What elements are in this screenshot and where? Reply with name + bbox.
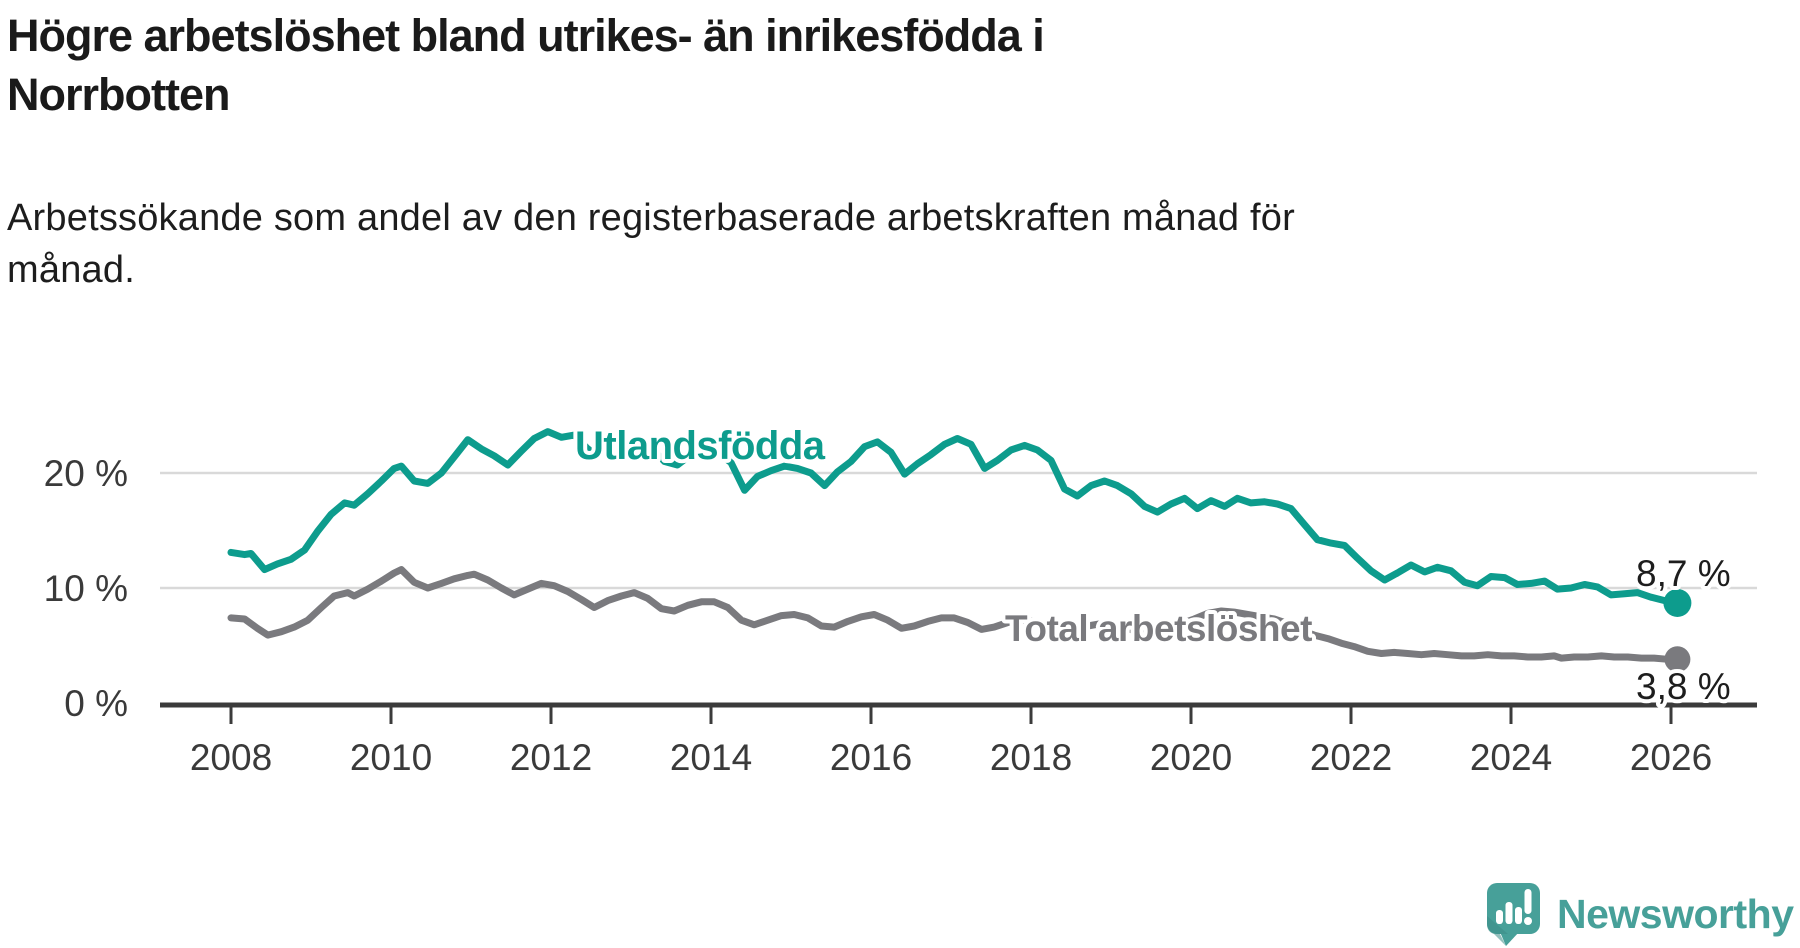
y-axis-label-20: 20 % (44, 453, 128, 494)
series-line-total-arbetsloshet (227, 566, 1681, 663)
chart-title-line-2: Norrbotten (7, 69, 230, 120)
x-axis-label-2018: 2018 (990, 737, 1072, 778)
series-end-dot-utlandsfodda (1663, 588, 1692, 617)
y-axis-label-10: 10 % (44, 568, 128, 609)
chart-subtitle-line-1: Arbetssökande som andel av den registerb… (7, 197, 1295, 239)
x-axis-label-2014: 2014 (670, 737, 752, 778)
newsworthy-branding: Newsworthy (1486, 882, 1794, 946)
chart-subtitle-line-2: månad. (7, 249, 135, 291)
logo-bar-3 (1515, 907, 1522, 924)
end-value-label-total-arbetsloshet: 3,8 % (1636, 666, 1731, 707)
logo-exclamation-dot (1524, 917, 1532, 925)
chart-title-line-1: Högre arbetslöshet bland utrikes- än inr… (7, 10, 1045, 61)
y-axis-label-0: 0 % (64, 683, 128, 724)
x-axis-label-2012: 2012 (510, 737, 592, 778)
end-value-label-utlandsfodda: 8,7 % (1636, 553, 1731, 594)
series-line-utlandsfodda (227, 428, 1681, 607)
newsworthy-logo-icon (1487, 883, 1540, 946)
logo-bubble-shade (1487, 916, 1508, 946)
series-label-total-arbetsloshet: Total arbetslöshet (1005, 608, 1312, 649)
chart-subtitle: Arbetssökande som andel av den registerb… (7, 192, 1507, 296)
chart-title: Högre arbetslöshet bland utrikes- än inr… (7, 6, 1407, 124)
x-axis-label-2010: 2010 (350, 737, 432, 778)
logo-bubble-tail (1500, 932, 1519, 946)
x-axis-label-2022: 2022 (1310, 737, 1392, 778)
series-label-utlandsfodda: Utlandsfödda (575, 424, 826, 468)
x-axis-label-2026: 2026 (1630, 737, 1712, 778)
x-axis-label-2024: 2024 (1470, 737, 1552, 778)
x-axis-label-2008: 2008 (190, 737, 272, 778)
logo-bar-2 (1505, 902, 1513, 924)
x-axis-label-2020: 2020 (1150, 737, 1232, 778)
x-axis-label-2016: 2016 (830, 737, 912, 778)
logo-exclamation-bar (1524, 889, 1532, 914)
series-end-dot-total-arbetsloshet (1664, 646, 1691, 673)
logo-bar-1 (1496, 910, 1503, 924)
newsworthy-wordmark: Newsworthy (1557, 891, 1794, 937)
